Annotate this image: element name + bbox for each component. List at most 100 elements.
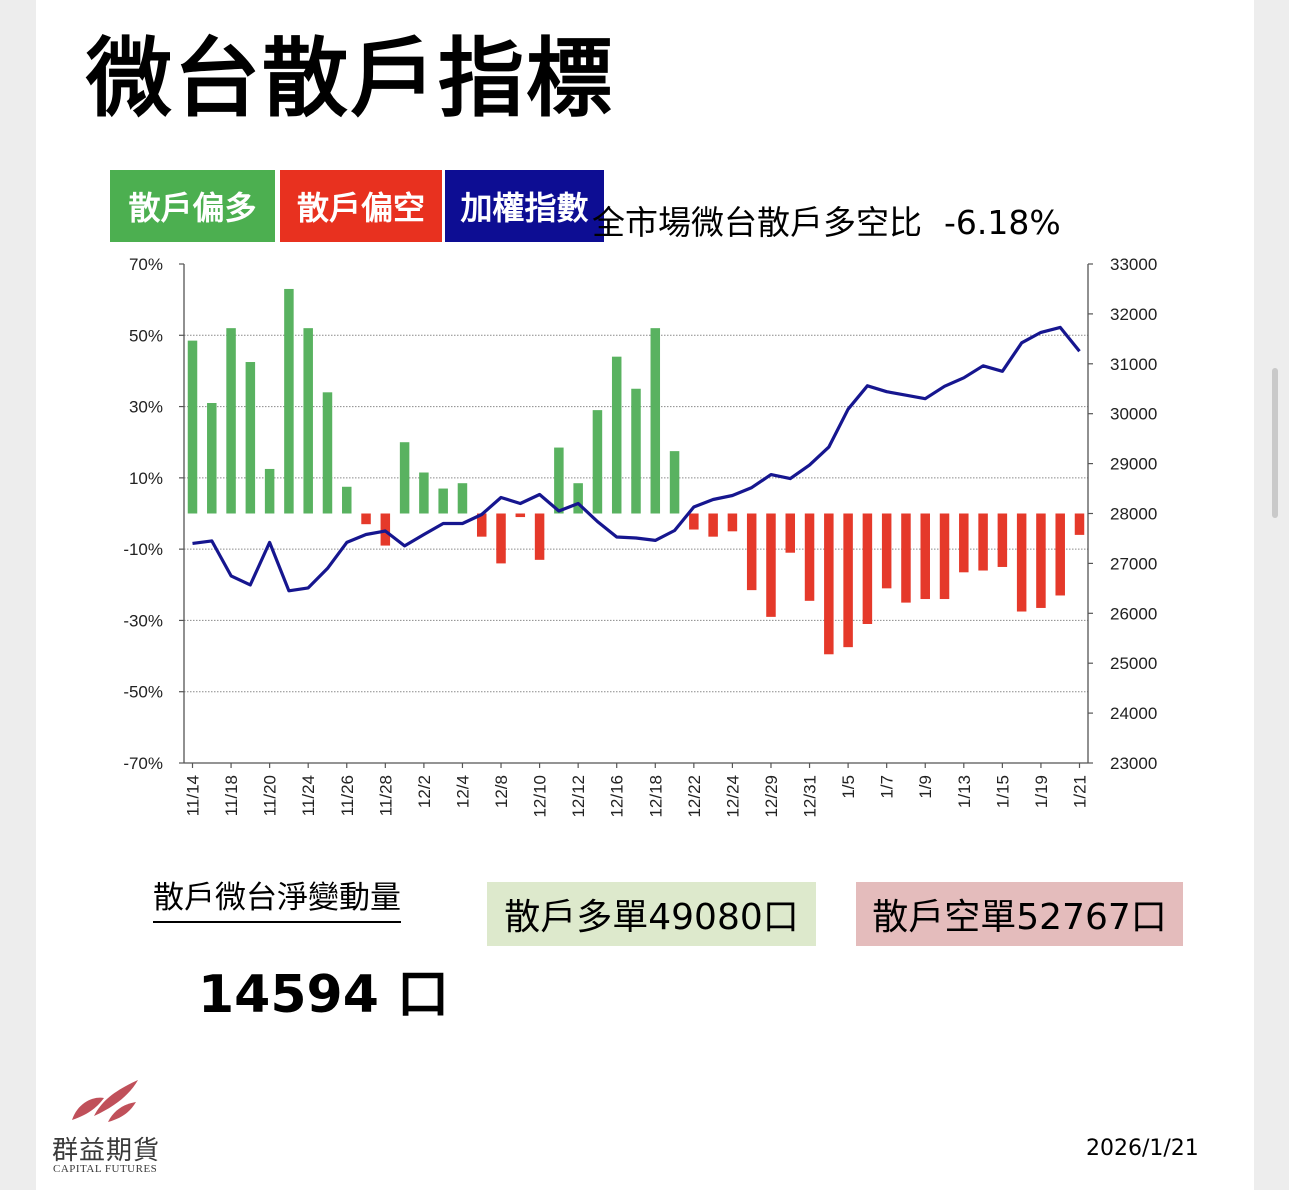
right-tick-label: 29000 — [1110, 455, 1157, 474]
left-tick-label: -30% — [123, 611, 163, 630]
x-tick-label: 12/2 — [415, 775, 434, 808]
short-positions-text: 散戶空單52767口 — [872, 897, 1167, 938]
bar — [650, 328, 661, 514]
right-tick-label: 30000 — [1110, 405, 1157, 424]
market-ratio: 全市場微台散戶多空比 -6.18% — [592, 196, 1061, 244]
bar — [419, 472, 429, 514]
bar — [727, 513, 738, 532]
legend-bull-label: 散戶偏多 — [128, 189, 257, 227]
legend-index-label: 加權指數 — [460, 189, 589, 227]
left-tick-label: 70% — [129, 255, 163, 274]
bar — [322, 392, 333, 514]
bar — [901, 513, 911, 603]
right-tick-label: 33000 — [1110, 255, 1157, 274]
bar — [689, 513, 699, 530]
bar — [592, 410, 603, 514]
bar — [708, 513, 718, 537]
bar — [187, 340, 198, 514]
bar — [264, 468, 275, 514]
legend-bear-label: 散戶偏空 — [296, 189, 425, 227]
bar — [611, 356, 622, 514]
x-tick-label: 1/15 — [993, 775, 1012, 808]
bar — [342, 486, 352, 514]
bar — [226, 328, 236, 514]
bar — [534, 513, 545, 560]
bar — [515, 513, 526, 518]
bar — [785, 513, 796, 553]
x-tick-label: 12/24 — [723, 775, 742, 818]
bar — [284, 288, 294, 514]
right-tick-label: 27000 — [1110, 554, 1157, 573]
brand-subtitle: CAPITAL FUTURES — [53, 1163, 158, 1175]
bar — [457, 483, 468, 514]
bar — [824, 513, 834, 655]
right-tick-label: 31000 — [1110, 355, 1157, 374]
brand-name: 群益期貨 — [52, 1136, 161, 1166]
bar — [573, 483, 583, 514]
bar — [978, 513, 988, 571]
report-date: 2026/1/21 — [1086, 1136, 1199, 1161]
chart-grid — [184, 334, 1088, 693]
bar — [997, 513, 1008, 567]
bar — [245, 362, 256, 514]
index-line — [192, 325, 1081, 593]
x-axis: 11/14 11/18 11/20 11/24 11/26 11/28 12/2 12/4 12… — [184, 763, 1090, 818]
page-title: 微台散戶指標 — [86, 29, 614, 129]
x-tick-label: 12/29 — [762, 775, 781, 818]
left-tick-label: 50% — [129, 326, 163, 345]
bar — [1055, 513, 1065, 596]
bar — [939, 513, 950, 600]
right-tick-label: 26000 — [1110, 604, 1157, 623]
right-tick-label: 24000 — [1110, 704, 1157, 723]
bar — [303, 328, 313, 514]
brand-logo-icon — [72, 1080, 138, 1122]
left-tick-label: 30% — [129, 398, 163, 417]
x-tick-label: 12/8 — [492, 775, 511, 808]
x-tick-label: 12/18 — [646, 775, 665, 818]
chart: 70%50%30%10%-10%-30%-50%-70% 33000320003… — [123, 255, 1157, 818]
short-positions: 散戶空單52767口 — [856, 882, 1183, 946]
chart-bars — [187, 288, 1085, 655]
scrollbar[interactable] — [1272, 368, 1278, 518]
x-tick-label: 12/10 — [531, 775, 550, 818]
bar — [862, 513, 873, 624]
bar — [804, 513, 815, 601]
long-positions: 散戶多單49080口 — [487, 882, 816, 946]
x-tick-label: 11/14 — [184, 775, 203, 816]
left-tick-label: -10% — [123, 540, 163, 559]
bar — [1016, 513, 1027, 612]
long-positions-text: 散戶多單49080口 — [504, 897, 799, 938]
x-tick-label: 11/20 — [261, 775, 280, 816]
bar — [843, 513, 853, 648]
x-tick-label: 11/18 — [222, 775, 241, 816]
bar — [554, 447, 564, 514]
right-tick-label: 25000 — [1110, 654, 1157, 673]
bar — [438, 488, 448, 514]
x-tick-label: 1/13 — [955, 775, 974, 808]
bar — [496, 513, 506, 564]
left-axis: 70% 50% 30% 10% -10% -30% -50% -70% — [123, 255, 184, 773]
x-tick-label: 1/19 — [1032, 775, 1051, 808]
x-tick-label: 1/5 — [839, 775, 858, 799]
bar — [766, 513, 776, 617]
legend-bear: 散戶偏空 — [280, 170, 442, 242]
left-tick-label: -50% — [123, 683, 163, 702]
bar — [1074, 513, 1085, 535]
net-change-label: 散戶微台淨變動量 — [153, 872, 401, 923]
x-tick-label: 1/21 — [1071, 775, 1090, 808]
right-tick-label: 32000 — [1110, 305, 1157, 324]
left-tick-label: 10% — [129, 469, 163, 488]
bar — [399, 442, 410, 514]
legend-bull: 散戶偏多 — [110, 170, 275, 242]
x-tick-label: 11/24 — [299, 775, 318, 816]
right-tick-label: 28000 — [1110, 505, 1157, 524]
right-axis: 33000 32000 31000 30000 29000 28000 27000 26000… — [1088, 255, 1157, 773]
left-tick-label: -70% — [123, 754, 163, 773]
market-ratio-value: -6.18% — [944, 203, 1061, 242]
bar — [746, 513, 757, 591]
bar — [920, 513, 930, 600]
x-tick-label: 12/12 — [569, 775, 588, 818]
x-tick-label: 12/4 — [453, 775, 472, 808]
bar — [207, 403, 217, 514]
bar — [1036, 513, 1046, 608]
